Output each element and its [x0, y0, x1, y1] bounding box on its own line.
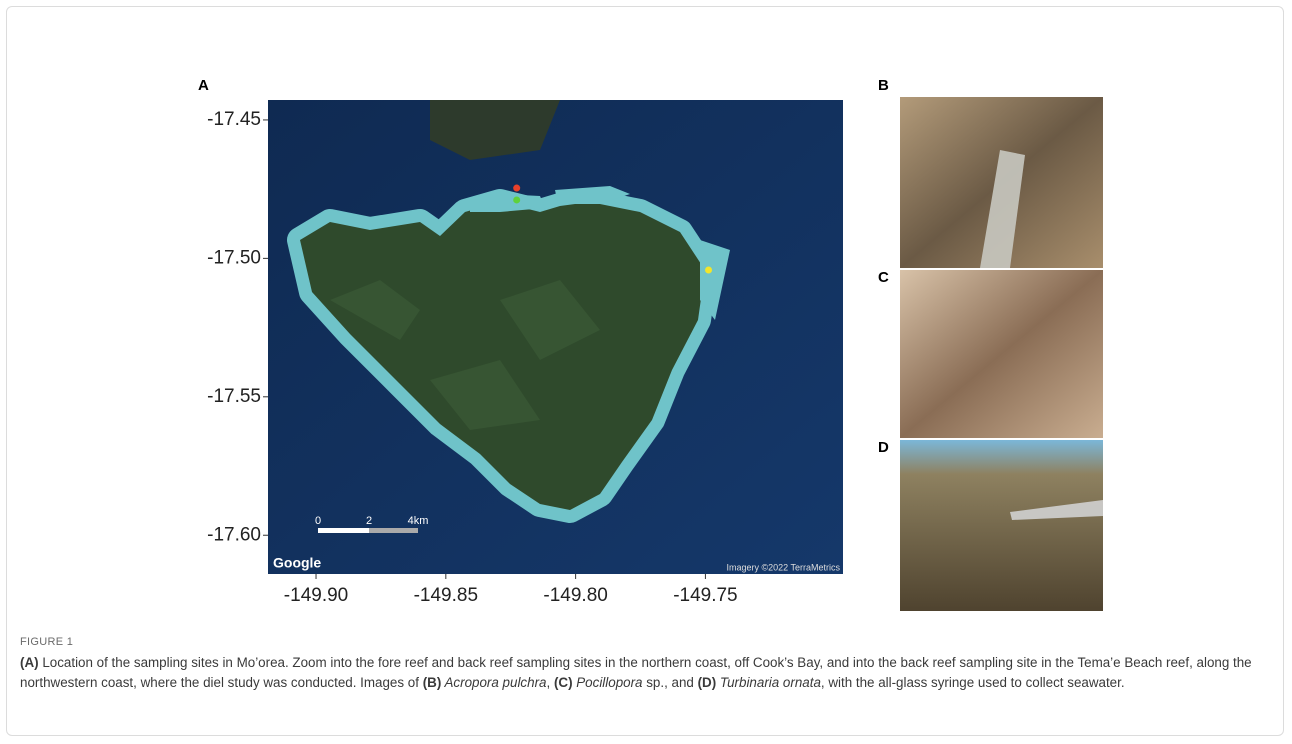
caption-segment: Turbinaria ornata [716, 675, 821, 690]
photo-pocillopora [900, 270, 1103, 438]
x-tick-label: -149.85 [414, 585, 478, 606]
scale-bar [318, 528, 369, 533]
map-logo: Google [273, 555, 321, 571]
x-tick-label: -149.80 [543, 585, 607, 606]
scale-label: 0 [315, 515, 321, 527]
sampling-site [513, 196, 520, 203]
scale-label: 2 [366, 515, 372, 527]
y-tick-label: -17.55 [207, 386, 261, 407]
panel-label: C [878, 269, 889, 286]
caption: (A) Location of the sampling sites in Mo… [20, 653, 1270, 692]
sampling-site [513, 185, 520, 192]
caption-segment: , with the all-glass syringe used to col… [821, 675, 1125, 690]
caption-segment: (B) [423, 675, 442, 690]
panel-label: D [878, 439, 889, 456]
y-tick-label: -17.45 [207, 109, 261, 130]
panel-label: B [878, 77, 889, 94]
figure: 0 2 4km Google Imagery ©2022 TerraMetric… [0, 0, 1292, 630]
photo-turbinaria [900, 440, 1103, 611]
caption-segment: (A) [20, 655, 39, 670]
caption-segment: Acropora pulchra [441, 675, 546, 690]
caption-segment: (C) [554, 675, 573, 690]
panel-label: A [198, 77, 209, 94]
caption-segment: sp., and [643, 675, 698, 690]
caption-segment: Pocillopora [573, 675, 643, 690]
photos: B C D [878, 77, 1103, 611]
y-tick-label: -17.50 [207, 247, 261, 268]
figure-label: FIGURE 1 [20, 636, 73, 648]
y-tick-label: -17.60 [207, 524, 261, 545]
map: 0 2 4km Google Imagery ©2022 TerraMetric… [198, 77, 843, 574]
scale-bar [369, 528, 418, 533]
caption-segment: , [546, 675, 553, 690]
caption-segment: (D) [698, 675, 717, 690]
scale-label: 4km [408, 515, 429, 527]
x-tick-label: -149.75 [673, 585, 737, 606]
map-attribution: Imagery ©2022 TerraMetrics [726, 562, 840, 572]
x-tick-label: -149.90 [284, 585, 348, 606]
sampling-site [705, 266, 712, 273]
